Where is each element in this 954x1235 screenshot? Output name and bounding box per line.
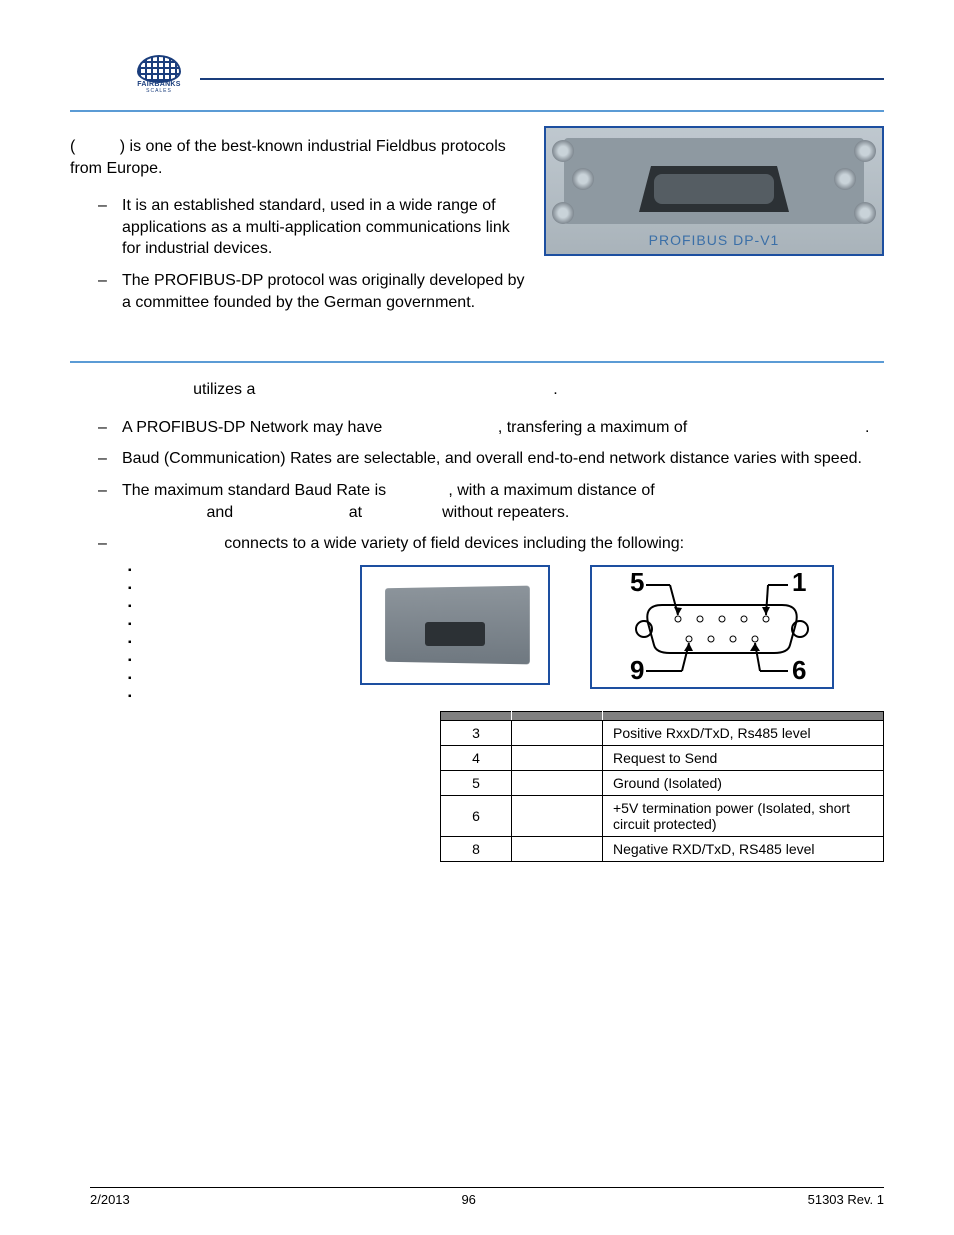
header-rule xyxy=(200,78,884,80)
fairbanks-logo: FAIRBANKS SCALES xyxy=(130,55,188,99)
cell-pin: 3 xyxy=(441,720,512,745)
screw-icon xyxy=(552,140,574,162)
screw-icon xyxy=(854,140,876,162)
brand-subtext: SCALES xyxy=(130,88,188,94)
b1-mid: , transfering a maximum of xyxy=(498,419,687,436)
screw-icon xyxy=(834,168,856,190)
table-row: 8 Negative RXD/TxD, RS485 level xyxy=(441,836,884,861)
cell-signal xyxy=(512,720,603,745)
page-footer: 2/2013 96 51303 Rev. 1 xyxy=(90,1187,884,1207)
overview-bullet: The PROFIBUS-DP protocol was originally … xyxy=(122,270,528,313)
intro-open: ( xyxy=(70,138,75,155)
specs-bullet: A PROFIBUS-DP Network may have , transfe… xyxy=(122,417,884,439)
cell-desc: +5V termination power (Isolated, short c… xyxy=(603,795,884,836)
module-port-icon xyxy=(425,622,485,646)
specs-bullet: Baud (Communication) Rates are selectabl… xyxy=(122,448,884,470)
th-signal xyxy=(512,711,603,720)
overview-bullets: It is an established standard, used in a… xyxy=(70,195,528,313)
cell-signal xyxy=(512,795,603,836)
b1-end: . xyxy=(865,419,869,436)
db9-port-icon xyxy=(639,166,789,212)
intro-paragraph: ( ) is one of the best-known industrial … xyxy=(70,136,528,179)
specs-bullet: The maximum standard Baud Rate is , with… xyxy=(122,480,884,523)
cell-desc: Negative RXD/TxD, RS485 level xyxy=(603,836,884,861)
specs-a-mid: utilizes a xyxy=(193,381,255,398)
footer-doc: 51303 Rev. 1 xyxy=(808,1192,884,1207)
table-row: 3 Positive RxxD/TxD, Rs485 level xyxy=(441,720,884,745)
cell-pin: 8 xyxy=(441,836,512,861)
cell-signal xyxy=(512,836,603,861)
table-header-row xyxy=(441,711,884,720)
cell-pin: 6 xyxy=(441,795,512,836)
table-row: 4 Request to Send xyxy=(441,745,884,770)
cell-signal xyxy=(512,770,603,795)
b3-mid2: and xyxy=(206,504,233,521)
b1-pre: A PROFIBUS-DP Network may have xyxy=(122,419,382,436)
b3-end: without repeaters. xyxy=(442,504,569,521)
footer-page: 96 xyxy=(461,1192,475,1207)
cell-desc: Positive RxxD/TxD, Rs485 level xyxy=(603,720,884,745)
th-pin xyxy=(441,711,512,720)
footer-date: 2/2013 xyxy=(90,1192,130,1207)
b3-mid3: at xyxy=(349,504,362,521)
module-photo xyxy=(360,565,550,685)
cell-signal xyxy=(512,745,603,770)
section-rule xyxy=(70,110,884,112)
specs-a-end: . xyxy=(553,381,557,398)
cell-pin: 4 xyxy=(441,745,512,770)
device-type xyxy=(146,687,884,705)
overview-text: ( ) is one of the best-known industrial … xyxy=(70,120,544,323)
page: FAIRBANKS SCALES ( ) is one of the best-… xyxy=(0,0,954,1235)
b4-mid: connects to a wide variety of field devi… xyxy=(224,535,684,552)
section-rule xyxy=(70,361,884,363)
screw-icon xyxy=(572,168,594,190)
screw-icon xyxy=(854,202,876,224)
specs-intro: utilizes a . xyxy=(122,379,884,401)
intro-close: ) is one of the best-known industrial Fi… xyxy=(70,138,506,177)
b3-pre: The maximum standard Baud Rate is xyxy=(122,482,386,499)
connector-photo: PROFIBUS DP-V1 xyxy=(544,126,884,256)
pin-table: 3 Positive RxxD/TxD, Rs485 level 4 Reque… xyxy=(440,711,884,862)
table-row: 5 Ground (Isolated) xyxy=(441,770,884,795)
globe-icon xyxy=(137,55,181,83)
overview-bullet: It is an established standard, used in a… xyxy=(122,195,528,260)
b3-mid1: , with a maximum distance of xyxy=(448,482,654,499)
cell-pin: 5 xyxy=(441,770,512,795)
cell-desc: Ground (Isolated) xyxy=(603,770,884,795)
overview-row: ( ) is one of the best-known industrial … xyxy=(70,120,884,323)
screw-icon xyxy=(552,202,574,224)
th-desc xyxy=(603,711,884,720)
cell-desc: Request to Send xyxy=(603,745,884,770)
table-body: 3 Positive RxxD/TxD, Rs485 level 4 Reque… xyxy=(441,720,884,861)
table-row: 6 +5V termination power (Isolated, short… xyxy=(441,795,884,836)
connector-label: PROFIBUS DP-V1 xyxy=(546,232,882,248)
